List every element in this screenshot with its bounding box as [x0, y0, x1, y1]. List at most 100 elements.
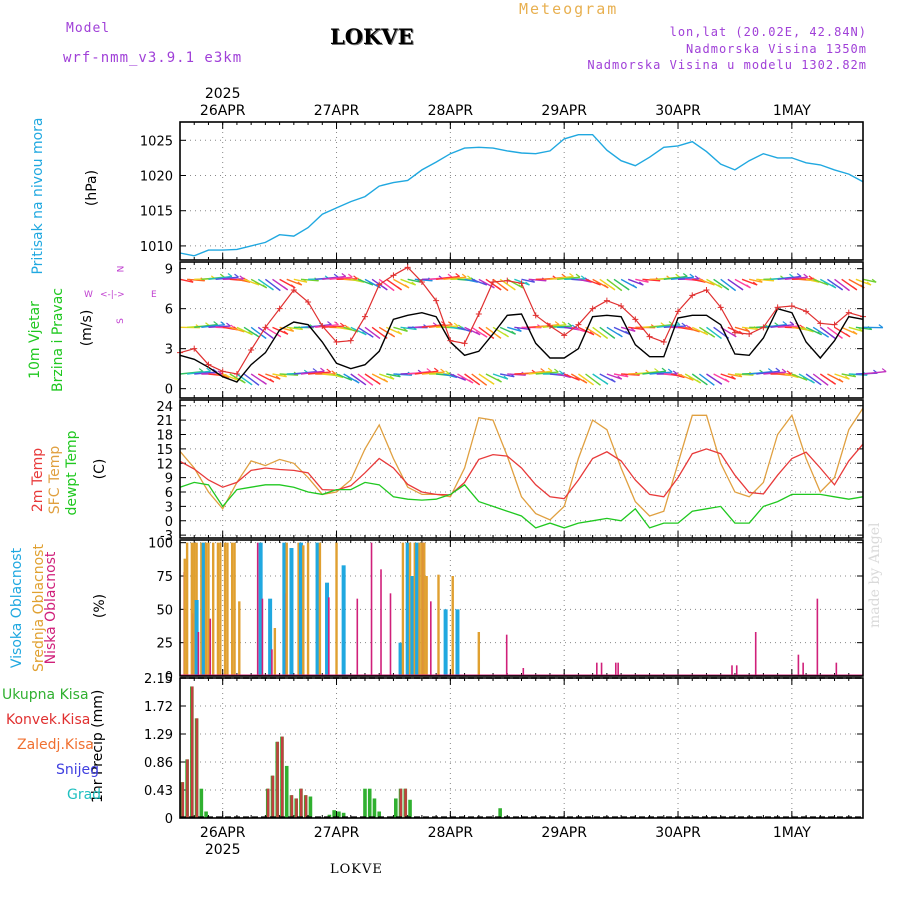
wind-barb-head	[233, 376, 239, 381]
low-cloud-bar	[617, 662, 619, 676]
gust-marker	[475, 311, 482, 317]
wind-barb	[692, 278, 706, 283]
wind-barb-head	[275, 375, 281, 380]
low-cloud-bar	[735, 665, 738, 676]
total-precip-bar	[199, 788, 204, 818]
ytick-label-temperature: 21	[156, 414, 173, 429]
gust-marker	[333, 339, 340, 345]
wind-barb	[684, 326, 700, 333]
wind-barb-head	[681, 322, 687, 327]
ytick-label-temperature: 6	[165, 486, 173, 501]
wind-barb-head	[433, 367, 439, 372]
wind-barb-head	[354, 379, 360, 384]
wind-barb-head	[717, 284, 723, 289]
top-day-label: 28APR	[428, 103, 474, 119]
total-precip-bar	[363, 788, 367, 818]
wind-barb-head	[368, 381, 374, 386]
wind-barb	[642, 278, 661, 282]
wind-compass: N S W E <-|->	[84, 264, 164, 326]
low-cloud-bar	[261, 598, 264, 676]
wind-barb-head	[440, 368, 445, 373]
wind-barb	[784, 276, 808, 281]
high-cloud-bar	[194, 600, 199, 676]
wind-barb	[329, 373, 344, 379]
mid-cloud-bar	[335, 542, 338, 676]
low-cloud-bar	[505, 634, 508, 676]
wind-barb-head	[717, 335, 722, 339]
wind-barb	[414, 278, 433, 282]
wind-barb	[805, 278, 820, 283]
wind-barb-head	[724, 378, 730, 383]
wind-barb-head	[461, 376, 467, 381]
wind-barb-head	[617, 375, 623, 380]
wind-barb	[407, 278, 421, 283]
wind-barb-head	[268, 334, 274, 339]
wind-barb	[535, 371, 559, 375]
wind-barb-head	[262, 284, 268, 289]
gust-marker	[561, 332, 568, 339]
conv-precip-bar	[399, 788, 403, 818]
gust-marker	[675, 308, 682, 315]
total-precip-bar	[372, 798, 377, 818]
wind-barb-head	[347, 376, 353, 381]
wind-barb	[400, 326, 417, 331]
wind-barb-head	[503, 287, 509, 292]
wind-barb-head	[831, 380, 836, 385]
model-altitude-label: Nadmorska Visina u modelu 1302.82m	[587, 58, 867, 72]
wind-barb-head	[226, 322, 231, 327]
wind-barb-head	[404, 284, 410, 289]
wind-barb-head	[327, 321, 332, 326]
wind-barb-head	[661, 367, 667, 372]
wind-barb-head	[397, 330, 403, 335]
conv-precip-bar	[299, 788, 303, 818]
wind-barb	[322, 275, 346, 281]
wind-barb-head	[823, 381, 829, 386]
gust-marker	[546, 323, 553, 329]
wind-barb-head	[603, 284, 609, 289]
wind-barb-head	[383, 378, 389, 383]
gust-marker	[746, 331, 753, 337]
bottom-day-label: 29APR	[541, 825, 587, 841]
wind-barb	[500, 373, 515, 378]
precip-legend-hail: Grad	[67, 787, 102, 803]
wind-barb-head	[389, 287, 395, 292]
wind-barb-head	[810, 379, 815, 384]
low-cloud-bar	[816, 598, 819, 676]
ytick-label-clouds: 100	[148, 537, 173, 552]
wind-barb-head	[688, 376, 694, 381]
gust-marker	[731, 329, 738, 336]
wind-barb-head	[497, 378, 502, 383]
wind-barb	[578, 278, 592, 283]
wind-barb-head	[866, 281, 872, 286]
footer-station-label: LOKVE	[330, 862, 383, 877]
ytick-label-temperature: 12	[156, 457, 173, 472]
wind-barb	[756, 370, 780, 375]
wind-barb-head	[475, 331, 481, 336]
wind-barb-head	[453, 322, 459, 327]
wind-barb-head	[689, 273, 695, 278]
wind-barb-head	[389, 375, 395, 380]
low-cloud-bar	[389, 593, 392, 676]
top-day-label: 29APR	[541, 103, 587, 119]
wind-barb-head	[746, 284, 751, 289]
wind-barb-head	[239, 275, 245, 280]
wind-barb-head	[283, 286, 289, 291]
wind-barb-head	[262, 380, 267, 385]
total-precip-bar	[327, 814, 332, 818]
wind-barb	[720, 373, 736, 380]
wind-barb	[194, 371, 217, 375]
ytick-label-precip: 1.29	[144, 728, 173, 743]
gust-marker	[276, 305, 283, 312]
wind-barb	[201, 324, 225, 329]
bottom-day-label: 1MAY	[773, 825, 811, 841]
wind-barb	[741, 326, 759, 331]
wind-barb-head	[290, 284, 296, 289]
ytick-label-clouds: 0	[165, 670, 173, 685]
wind-barb-head	[589, 381, 594, 386]
wind-barb-head	[525, 281, 530, 286]
wind-barb-head	[624, 286, 630, 291]
wind-barb-head	[709, 381, 715, 386]
wind-barb-head	[397, 286, 402, 291]
wind-barb-head	[496, 286, 502, 291]
gust-marker	[447, 337, 454, 344]
